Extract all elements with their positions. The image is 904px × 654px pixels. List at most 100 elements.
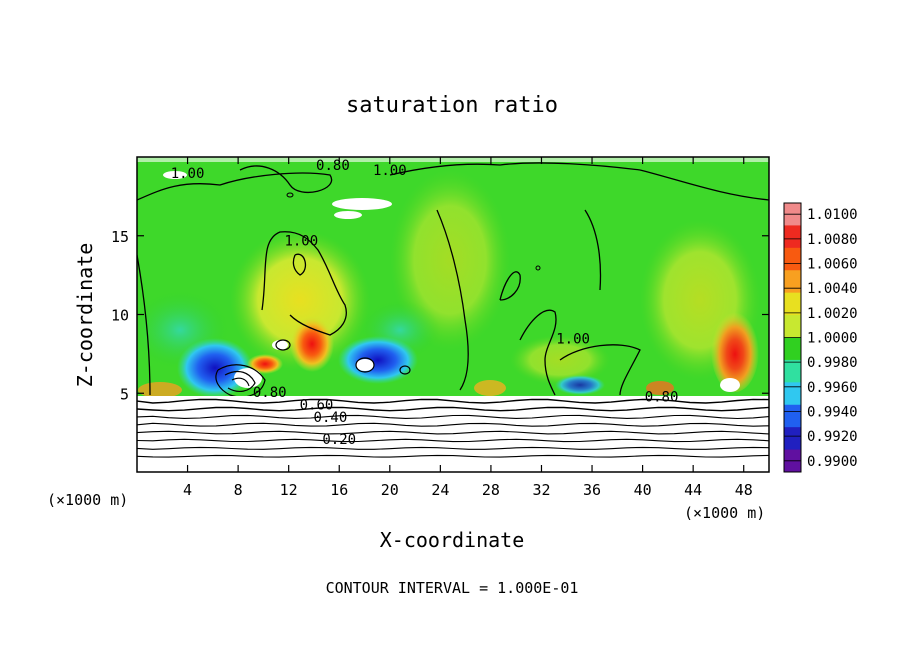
contour-line: [137, 165, 333, 201]
contour-label: 0.80: [645, 390, 679, 406]
chart-title: saturation ratio: [346, 93, 558, 118]
contour-label: 0.80: [253, 385, 287, 401]
contour-line: [639, 169, 769, 201]
lower-contour-line: [137, 430, 769, 435]
lower-contour-line: [137, 454, 769, 458]
colorbar-swatch: [784, 315, 801, 338]
colorbar-swatch: [784, 225, 801, 249]
field-blue-region: [338, 336, 418, 384]
y-axis-label: Z-coordinate: [73, 243, 97, 388]
field-red-region: [290, 316, 334, 372]
x-tick-label: 40: [634, 481, 652, 499]
x-tick-label: 4: [183, 481, 192, 499]
colorbar: 1.0100 1.0080 1.0060 1.0040 1.0020 1.0000 0.99…: [783, 202, 858, 473]
lower-contour-line: [137, 438, 769, 443]
contour-line: [559, 344, 641, 396]
colorbar-label: 0.9900: [807, 454, 858, 470]
y-tick-label: 5: [120, 385, 129, 403]
field-white-gap: [163, 171, 187, 179]
colorbar-label: 1.0100: [807, 207, 858, 223]
lower-contour-line: [137, 398, 769, 404]
field-white-gap: [356, 359, 374, 371]
lower-contour-line: [137, 406, 769, 412]
contour-line: [535, 265, 541, 271]
contour-line: [355, 357, 375, 373]
field-blue-region: [177, 338, 253, 398]
contour-line: [584, 209, 602, 291]
contour-label: 0.80: [316, 158, 350, 174]
lower-contour-line: [137, 422, 769, 427]
colorbar-label: 0.9980: [807, 355, 858, 371]
contour-label: 1.00: [373, 163, 407, 179]
field-orange-band: [138, 382, 182, 398]
contour-interval-note: CONTOUR INTERVAL = 1.000E-01: [326, 579, 579, 597]
colorbar-label: 1.0040: [807, 281, 858, 297]
contour-line: [231, 377, 250, 387]
x-tick-label: 32: [532, 481, 550, 499]
field-white-gap: [334, 211, 362, 219]
contour-label-group: 0.80 1.00 1.00 1.00 1.00 0.80 0.600.40 0.20 0.80: [171, 158, 679, 448]
contour-line: [137, 254, 151, 396]
x-tick-label: 8: [234, 481, 243, 499]
colorbar-label: 0.9960: [807, 380, 858, 396]
contour-line: [215, 364, 266, 398]
contour-line: [275, 339, 291, 351]
contour-line: [399, 365, 411, 375]
field-red-region: [247, 354, 283, 374]
colorbar-swatch: [784, 404, 801, 428]
x-tick-label: 48: [735, 481, 753, 499]
x-tick-label: 20: [381, 481, 399, 499]
contour-label: 1.00: [284, 234, 318, 250]
contour-label: 0.60: [300, 397, 334, 413]
lower-contour-line: [137, 446, 769, 450]
colorbar-swatch: [784, 270, 801, 294]
colorbar-label: 0.9940: [807, 404, 858, 420]
x-tick-label: 24: [431, 481, 449, 499]
field-red-region: [711, 308, 759, 392]
field-white-gap: [272, 340, 288, 350]
x-tick-label: 12: [280, 481, 298, 499]
colorbar-swatch: [784, 337, 801, 361]
x-tick-label: 16: [330, 481, 348, 499]
x-unit-left: (×1000 m): [47, 491, 128, 509]
colorbar-swatch: [784, 427, 801, 451]
contour-line: [519, 309, 557, 396]
contour-line: [224, 370, 256, 393]
contour-label: 0.40: [314, 410, 348, 426]
contour-label: 1.00: [556, 331, 590, 347]
y-axis: 5 10 15: [111, 228, 769, 403]
y-tick-label: 10: [111, 307, 129, 325]
y-tick-label: 15: [111, 228, 129, 246]
x-axis: 4 8 12 16 20 24 28 32 36 40 44 48: [183, 157, 753, 499]
contour-line: [436, 209, 469, 391]
lower-contour-group: [137, 398, 769, 458]
x-tick-label: 36: [583, 481, 601, 499]
x-tick-label: 44: [684, 481, 702, 499]
colorbar-swatch: [784, 359, 801, 383]
colorbar-label: 1.0000: [807, 331, 858, 347]
x-tick-label: 28: [482, 481, 500, 499]
colorbar-label: 1.0020: [807, 306, 858, 322]
x-unit-right: (×1000 m): [684, 504, 765, 522]
field-top-band: [137, 157, 769, 162]
colorbar-swatch: [784, 292, 801, 316]
field-white-gap: [332, 198, 392, 210]
contour-line: [389, 162, 641, 176]
field-orange-band: [474, 380, 506, 396]
plot-field: [137, 157, 769, 472]
field-blue-region: [555, 375, 605, 395]
contour-line: [292, 253, 307, 276]
contour-label: 0.20: [322, 432, 356, 448]
field-white-gap: [720, 378, 740, 392]
colorbar-label: 1.0060: [807, 257, 858, 273]
colorbar-swatch: [784, 247, 801, 271]
contour-label: 1.00: [171, 166, 205, 182]
contour-line: [499, 271, 521, 301]
x-axis-label: X-coordinate: [380, 528, 525, 552]
field-orange-band: [646, 381, 674, 395]
colorbar-label: 0.9920: [807, 429, 858, 445]
colorbar-swatch: [784, 382, 801, 406]
lower-contour-line: [137, 414, 769, 420]
colorbar-label: 1.0080: [807, 232, 858, 248]
